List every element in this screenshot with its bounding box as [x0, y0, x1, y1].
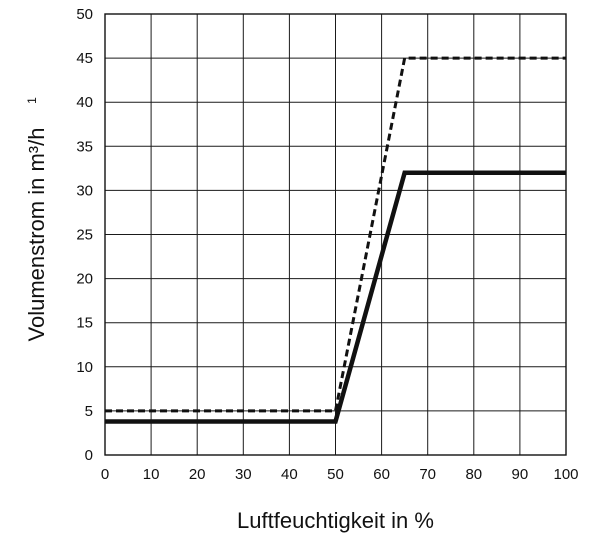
- plot-frame: [104, 13, 567, 456]
- series-group: [105, 56, 566, 424]
- y-tick-labels: 0 5 10 15 20 25 30 35 40 45 50: [76, 6, 93, 464]
- y-tick-label: 30: [76, 182, 93, 199]
- grid: [104, 13, 567, 456]
- x-tick-label: 80: [465, 466, 482, 483]
- y-tick-label: 40: [76, 94, 93, 111]
- x-tick-label: 90: [512, 466, 529, 483]
- x-tick-label: 100: [553, 466, 578, 483]
- x-tick-label: 40: [281, 466, 298, 483]
- y-tick-label: 45: [76, 50, 93, 67]
- dashed-series-line: [105, 56, 566, 413]
- y-axis-label: Volumenstrom in m³/h: [24, 128, 49, 342]
- y-tick-label: 0: [85, 447, 93, 464]
- x-tick-label: 60: [373, 466, 390, 483]
- y-tick-label: 35: [76, 138, 93, 155]
- x-tick-label: 30: [235, 466, 252, 483]
- y-tick-label: 5: [85, 403, 93, 420]
- y-axis-title-group: Volumenstrom in m³/h 1: [24, 97, 49, 342]
- y-tick-label: 50: [76, 6, 93, 23]
- x-tick-labels: 0 10 20 30 40 50 60 70 80 90 100: [101, 466, 579, 483]
- y-tick-label: 15: [76, 315, 93, 332]
- y-tick-label: 10: [76, 359, 93, 376]
- solid-series-line: [105, 170, 566, 424]
- x-tick-label: 70: [419, 466, 436, 483]
- y-axis-label-superscript: 1: [25, 97, 39, 104]
- y-tick-label: 20: [76, 271, 93, 288]
- y-tick-label: 25: [76, 227, 93, 244]
- x-tick-label: 10: [143, 466, 160, 483]
- x-tick-label: 0: [101, 466, 109, 483]
- x-axis-label: Luftfeuchtigkeit in %: [237, 508, 434, 533]
- x-tick-label: 50: [327, 466, 344, 483]
- x-tick-label: 20: [189, 466, 206, 483]
